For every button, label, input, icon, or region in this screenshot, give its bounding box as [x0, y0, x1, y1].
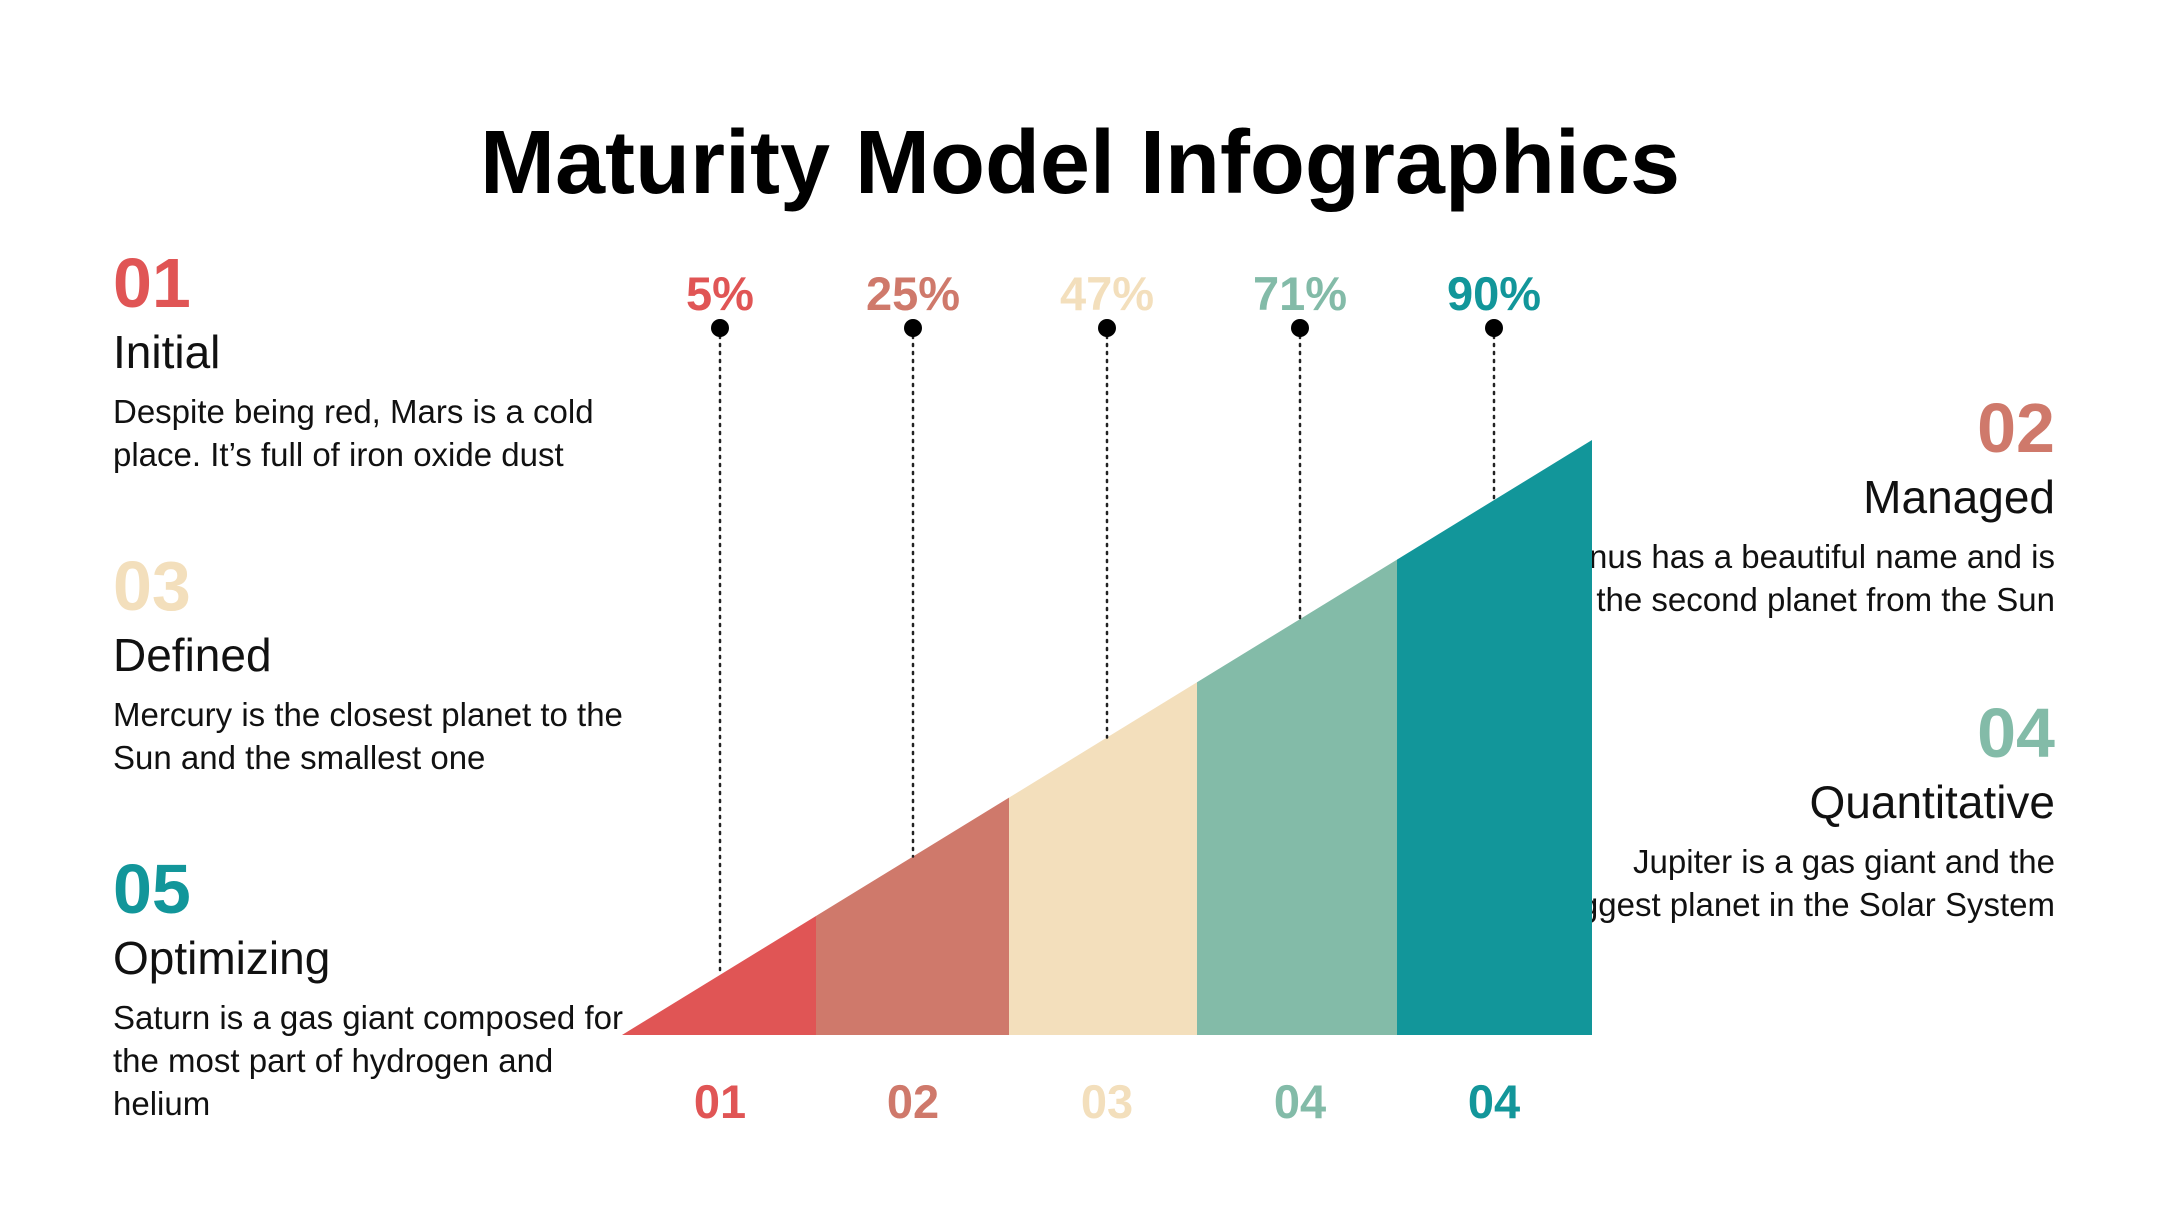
page-title: Maturity Model Infographics — [479, 113, 1681, 213]
stage-number: 04 — [1977, 694, 2055, 772]
maturity-segment-4 — [1197, 559, 1397, 1035]
stage-block-03: 03 Defined Mercury is the closest planet… — [113, 547, 633, 779]
value-label: 90% — [1447, 267, 1541, 320]
stage-block-02: 02 Managed Venus has a beautiful name an… — [1535, 389, 2055, 621]
stage-heading: Defined — [113, 629, 272, 681]
marker-dot — [904, 319, 922, 337]
stage-description: Jupiter is a gas giant and the biggest p… — [1554, 843, 2055, 923]
category-label: 03 — [1081, 1075, 1133, 1128]
stage-number: 01 — [113, 244, 191, 322]
marker-dot — [1098, 319, 1116, 337]
stage-description: Mercury is the closest planet to the Sun… — [113, 696, 623, 776]
stage-block-01: 01 Initial Despite being red, Mars is a … — [113, 244, 633, 476]
stage-number: 05 — [113, 850, 191, 928]
category-label: 04 — [1274, 1075, 1326, 1128]
value-label: 47% — [1060, 267, 1154, 320]
marker-dot — [1291, 319, 1309, 337]
stage-heading: Quantitative — [1809, 776, 2055, 828]
stage-number: 02 — [1977, 389, 2055, 467]
category-label: 02 — [887, 1075, 939, 1128]
category-label: 04 — [1468, 1075, 1520, 1128]
stage-heading: Optimizing — [113, 932, 331, 984]
maturity-segment-5 — [1397, 440, 1592, 1035]
stage-number: 03 — [113, 547, 191, 625]
stage-block-05: 05 Optimizing Saturn is a gas giant comp… — [113, 850, 633, 1125]
stage-heading: Initial — [113, 326, 221, 378]
value-label: 71% — [1253, 267, 1347, 320]
stage-block-04: 04 Quantitative Jupiter is a gas giant a… — [1535, 694, 2055, 926]
stage-heading: Managed — [1863, 471, 2055, 523]
maturity-segment-1 — [622, 916, 816, 1035]
value-label: 25% — [866, 267, 960, 320]
maturity-segment-2 — [816, 797, 1009, 1035]
stage-description: Venus has a beautiful name and is the se… — [1550, 538, 2055, 618]
maturity-segment-3 — [1009, 682, 1197, 1035]
category-label: 01 — [694, 1075, 746, 1128]
value-label: 5% — [686, 267, 754, 320]
stage-description: Saturn is a gas giant composed for the m… — [113, 999, 623, 1122]
marker-dot — [1485, 319, 1503, 337]
marker-dot — [711, 319, 729, 337]
stage-description: Despite being red, Mars is a cold place.… — [113, 393, 594, 473]
